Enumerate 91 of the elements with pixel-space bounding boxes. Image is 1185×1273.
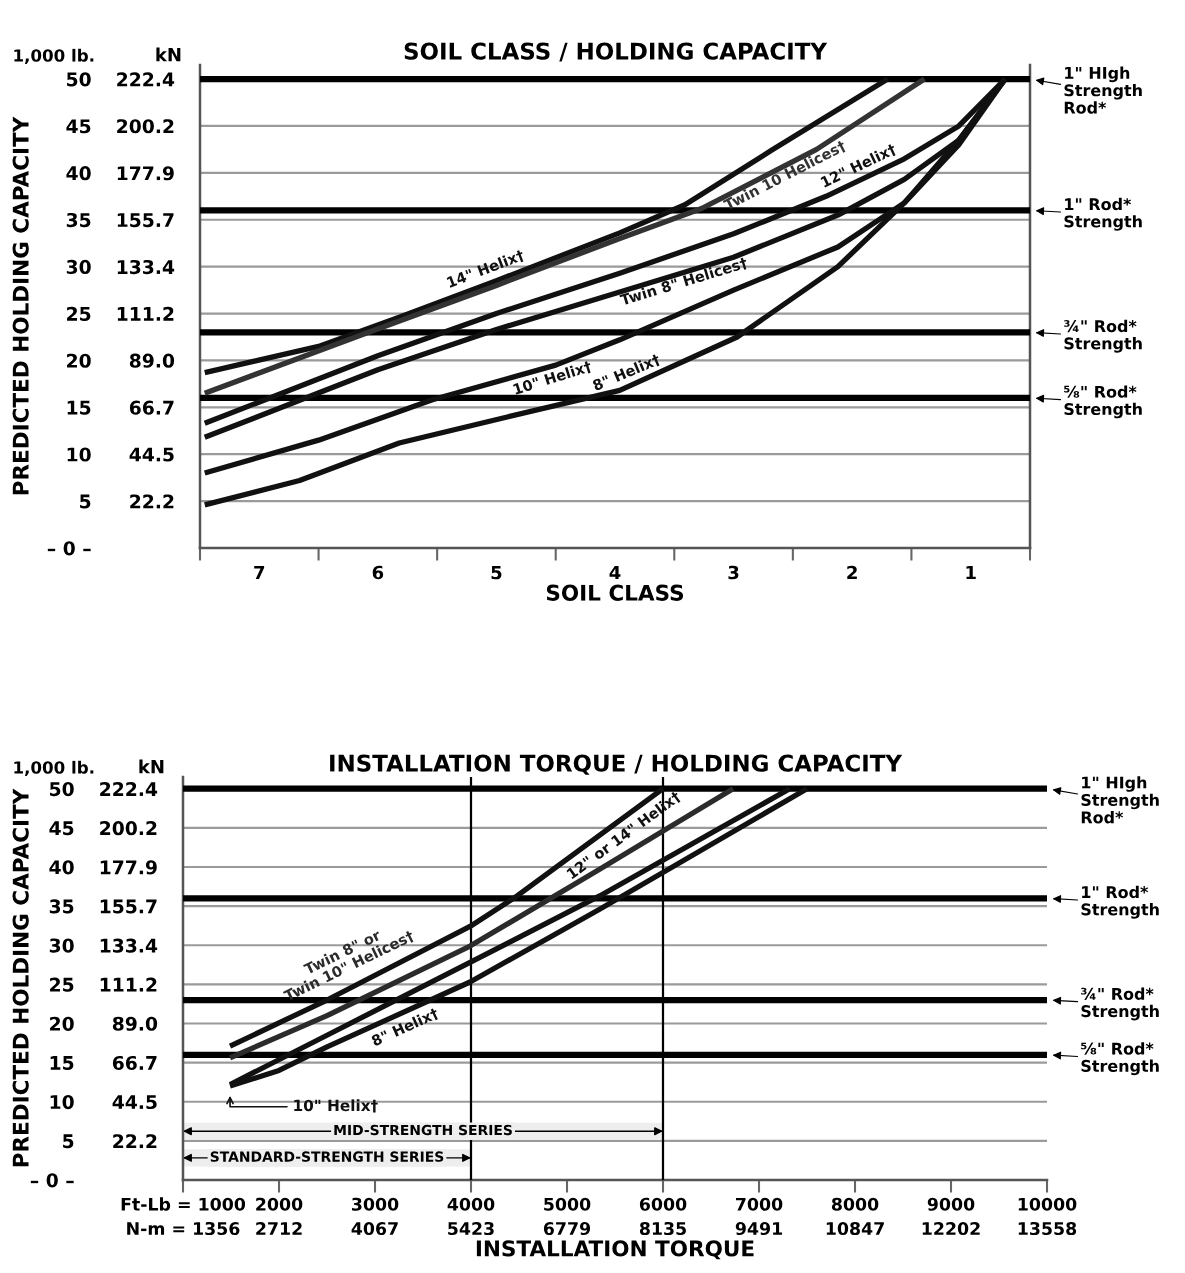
y2-tick-label: 177.9 bbox=[117, 166, 174, 181]
y2-axis-title: kN bbox=[156, 47, 181, 62]
x-tick-label: 7000 bbox=[736, 1197, 783, 1211]
y-tick-label: 25 bbox=[50, 977, 74, 992]
text: 1,000 lb. bbox=[14, 760, 94, 776]
x2-tick-label: N-m = 1356 bbox=[127, 1221, 240, 1236]
ref-line-label: ¾" Rod* Strength bbox=[1064, 319, 1142, 353]
x2-tick-label: 2712 bbox=[256, 1221, 302, 1235]
y2-tick-label: 200.2 bbox=[100, 821, 157, 836]
x-tick-label: 4000 bbox=[447, 1197, 495, 1211]
x-tick-label: 5000 bbox=[544, 1197, 591, 1211]
chart-title: SOIL CLASS / HOLDING CAPACITY bbox=[404, 42, 828, 62]
y-axis-title: PREDICTED HOLDING CAPACITY bbox=[12, 116, 29, 495]
x-tick-label: 2 bbox=[847, 565, 857, 580]
ref-line-label: 1" HIgh Strength Rod* bbox=[1081, 776, 1159, 824]
y2-tick-label: 89.0 bbox=[112, 1016, 158, 1031]
x-tick-label: 7 bbox=[254, 565, 265, 580]
y-axis-title: PREDICTED HOLDING CAPACITY bbox=[12, 788, 29, 1167]
x-tick-label: 4 bbox=[609, 565, 621, 580]
y2-tick-label: 222.4 bbox=[100, 781, 158, 796]
band-label: MID-STRENGTH SERIES bbox=[334, 1124, 512, 1136]
x-tick-label: 3000 bbox=[352, 1197, 399, 1211]
text: 10" Helix† bbox=[512, 360, 593, 396]
y-tick-label: 30 bbox=[66, 259, 91, 275]
y-tick-label: 45 bbox=[49, 821, 74, 836]
y-tick-label: 35 bbox=[49, 899, 74, 914]
y-tick-label: 10 bbox=[67, 447, 91, 462]
y-tick-label: 50 bbox=[50, 781, 74, 797]
y2-tick-label: 111.2 bbox=[100, 977, 157, 992]
y2-tick-label: 66.7 bbox=[129, 400, 174, 415]
x-tick-label: 10000 bbox=[1018, 1197, 1077, 1211]
y-tick-label: 25 bbox=[67, 306, 91, 321]
ref-line-label: 1" Rod* Strength bbox=[1081, 885, 1159, 919]
ref-line-label: 1" Rod* Strength bbox=[1064, 197, 1142, 231]
x-tick-label: 5 bbox=[491, 565, 502, 580]
y2-axis-title: kN bbox=[139, 759, 164, 774]
y-tick-label: 5 bbox=[80, 494, 91, 509]
y2-tick-label: 133.4 bbox=[100, 938, 158, 953]
y-tick-label: 40 bbox=[49, 860, 74, 875]
y-tick-label: 15 bbox=[67, 400, 91, 415]
ref-line-label: ¾" Rod* Strength bbox=[1081, 987, 1159, 1021]
y2-tick-label: 133.4 bbox=[117, 259, 175, 275]
y-tick-label: 20 bbox=[50, 1016, 74, 1031]
y2-tick-label: 222.4 bbox=[117, 72, 175, 87]
y-tick-label: 5 bbox=[63, 1134, 74, 1149]
y2-tick-label: 177.9 bbox=[100, 860, 157, 875]
x2-tick-label: 9491 bbox=[735, 1221, 782, 1236]
y-tick-label: – 0 – bbox=[47, 541, 91, 556]
y-tick-label: 50 bbox=[67, 72, 91, 87]
y-tick-label: 20 bbox=[67, 353, 91, 368]
x2-tick-label: 5423 bbox=[448, 1221, 494, 1236]
text: 1,000 lb. bbox=[14, 48, 94, 64]
x-tick-label: 8000 bbox=[831, 1197, 879, 1211]
ref-line-label: ⅝" Rod* Strength bbox=[1064, 385, 1142, 419]
ref-line-label: ⅝" Rod* Strength bbox=[1081, 1042, 1159, 1076]
band-label: STANDARD-STRENGTH SERIES bbox=[210, 1151, 444, 1162]
x2-tick-label: 6779 bbox=[543, 1221, 591, 1236]
y2-tick-label: 44.5 bbox=[112, 1095, 157, 1110]
y2-tick-label: 44.5 bbox=[129, 447, 174, 462]
x-tick-label: Ft-Lb = 1000 bbox=[121, 1197, 246, 1211]
y2-tick-label: 111.2 bbox=[117, 306, 174, 321]
y2-tick-label: 22.2 bbox=[113, 1134, 157, 1149]
y2-tick-label: 66.7 bbox=[112, 1055, 157, 1071]
legend-label: 10" Helix† bbox=[294, 1099, 378, 1113]
y-tick-label: 10 bbox=[50, 1094, 74, 1110]
x-axis-title: SOIL CLASS bbox=[546, 584, 684, 601]
y-tick-label: 40 bbox=[66, 166, 91, 181]
y-tick-label: 35 bbox=[66, 212, 91, 228]
y2-tick-label: 200.2 bbox=[117, 119, 174, 134]
x2-tick-label: 12202 bbox=[922, 1221, 980, 1236]
x-tick-label: 3 bbox=[728, 565, 739, 580]
x-tick-label: 6000 bbox=[639, 1197, 687, 1211]
y-tick-label: 45 bbox=[66, 119, 91, 134]
x-tick-label: 6 bbox=[372, 565, 384, 580]
x2-tick-label: 4067 bbox=[351, 1221, 398, 1236]
ref-line-label: 1" HIgh Strength Rod* bbox=[1064, 66, 1142, 114]
y2-tick-label: 155.7 bbox=[117, 213, 174, 228]
x2-tick-label: 10847 bbox=[826, 1221, 884, 1236]
x-tick-label: 9000 bbox=[927, 1197, 975, 1211]
x-tick-label: 2000 bbox=[256, 1197, 303, 1211]
x2-tick-label: 8135 bbox=[639, 1221, 686, 1236]
y2-tick-label: 89.0 bbox=[129, 353, 175, 368]
y-tick-label: 15 bbox=[50, 1056, 74, 1071]
y2-tick-label: 155.7 bbox=[100, 899, 157, 914]
x2-tick-label: 13558 bbox=[1018, 1221, 1077, 1236]
y-tick-label: 30 bbox=[49, 938, 74, 953]
y2-tick-label: 22.2 bbox=[130, 494, 174, 509]
chart-title: INSTALLATION TORQUE / HOLDING CAPACITY bbox=[330, 754, 903, 775]
x-tick-label: 1 bbox=[966, 565, 976, 580]
x-axis-title: INSTALLATION TORQUE bbox=[476, 1240, 754, 1260]
y-tick-label: – 0 – bbox=[30, 1173, 74, 1188]
